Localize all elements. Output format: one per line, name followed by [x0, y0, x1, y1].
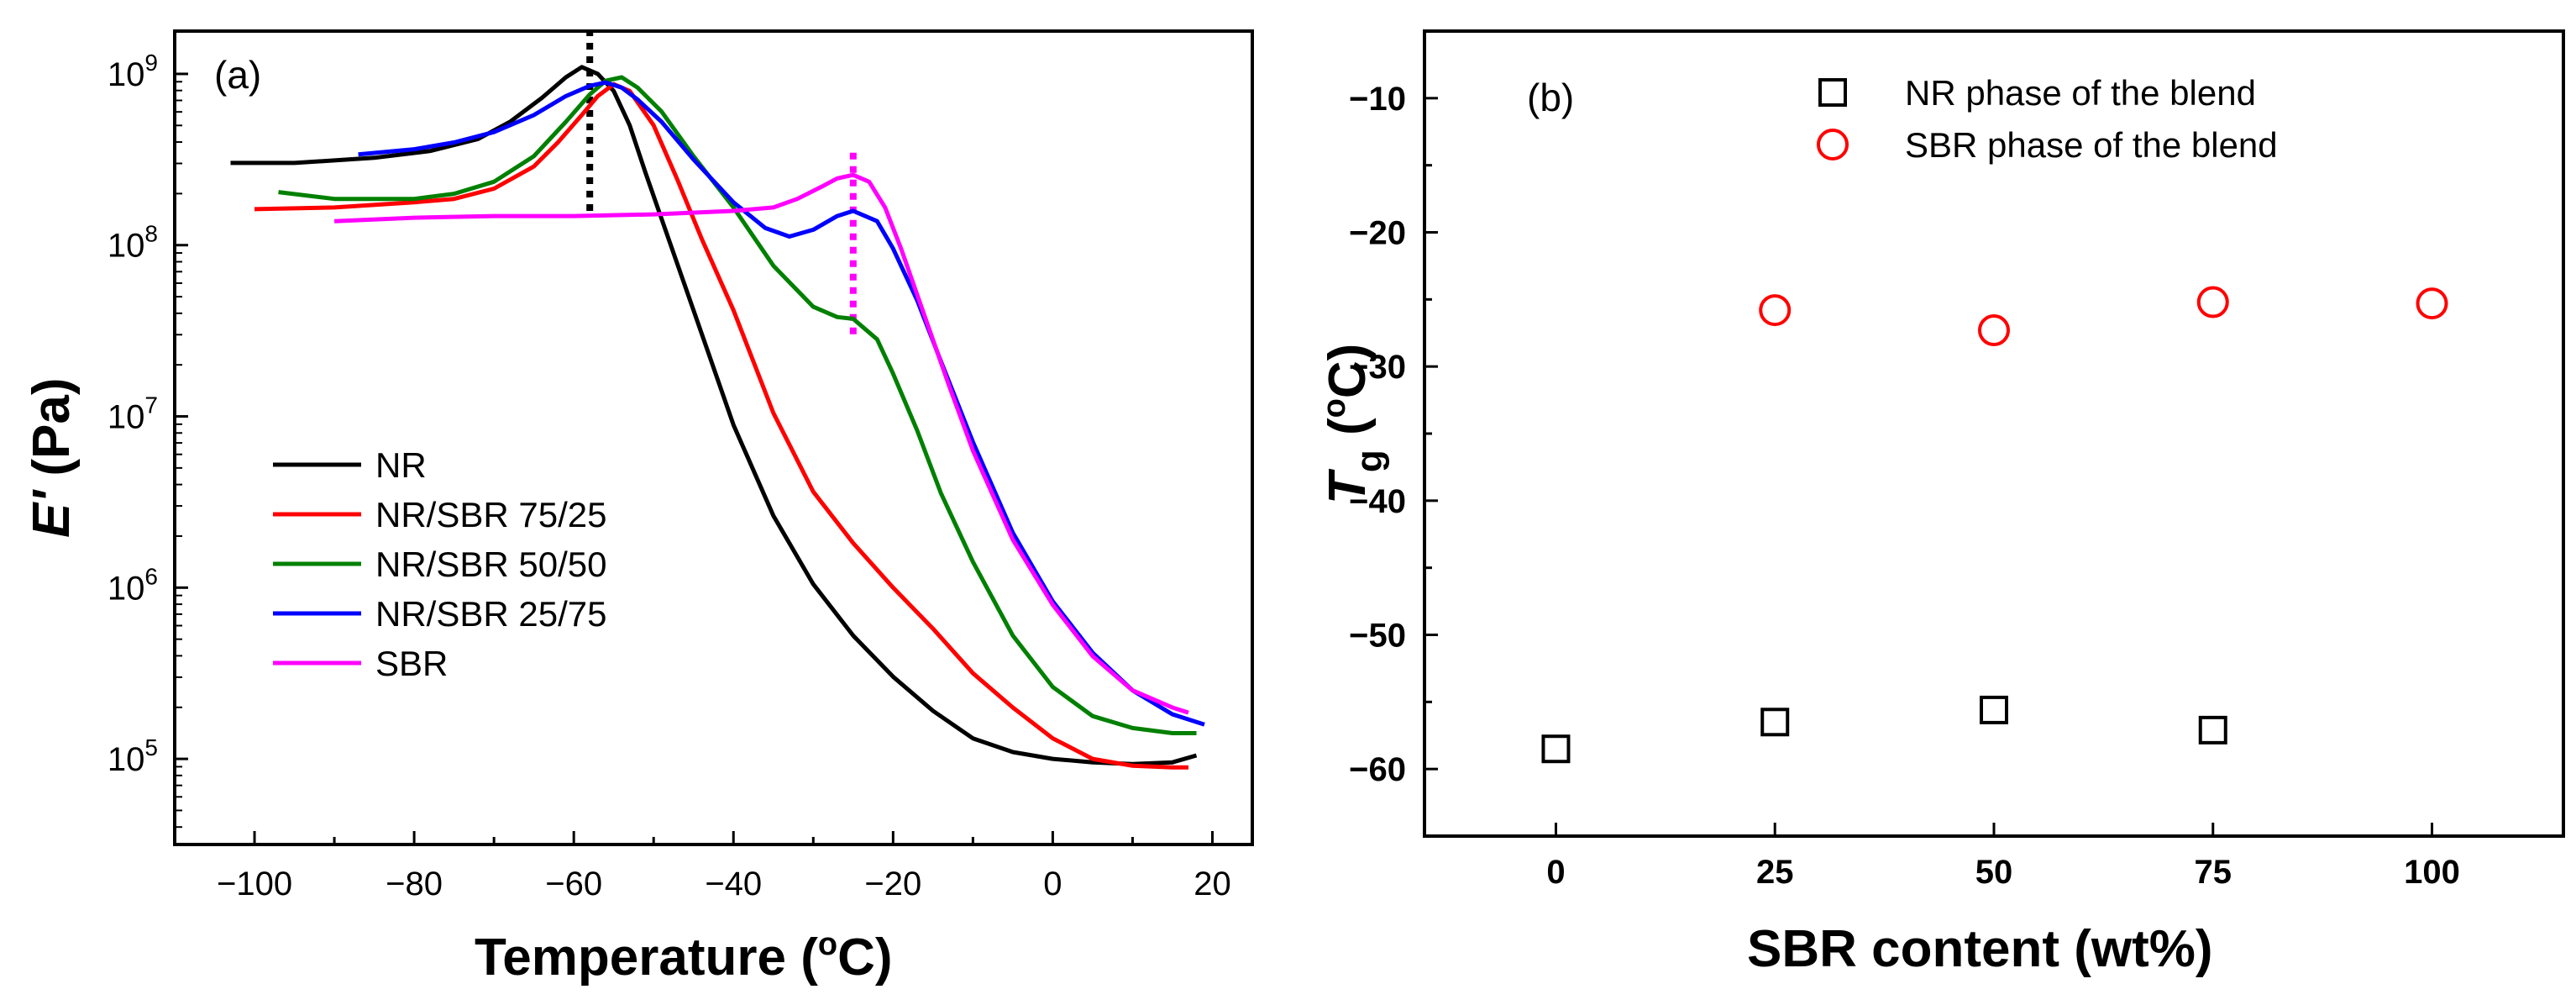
panel-a-reference-lines	[586, 31, 857, 334]
legend-label-nr: NR	[375, 445, 427, 485]
x-tick-label: 20	[1194, 866, 1231, 902]
legend-label-nr-sbr-50-50: NR/SBR 50/50	[375, 545, 606, 584]
data-point-sbr-phase-of-the-blend	[2196, 286, 2229, 318]
data-point-nr-phase-of-the-blend	[1980, 695, 2008, 724]
data-point-nr-phase-of-the-blend	[1760, 708, 1790, 737]
panel-a-series	[230, 65, 1205, 770]
panel-b-y-axis-title: Tg (oC)	[1317, 344, 1390, 504]
y-tick-label: 107	[108, 392, 158, 436]
series-line-nr-sbr-25-75	[358, 80, 1205, 727]
x-tick-label: −80	[386, 866, 443, 902]
y-tick-label: −30	[1349, 349, 1406, 386]
legend-label-nr-phase-of-the-blend: NR phase of the blend	[1905, 73, 2256, 113]
x-tick-label: 75	[2195, 854, 2232, 891]
data-point-sbr-phase-of-the-blend	[1759, 294, 1792, 327]
x-tick-label: 0	[1043, 866, 1062, 902]
y-tick-label: −60	[1349, 751, 1406, 788]
y-tick-label: −40	[1349, 483, 1406, 520]
data-point-sbr-phase-of-the-blend	[2416, 287, 2448, 320]
panel-b-x-axis-title: SBR content (wt%)	[1747, 920, 2213, 978]
legend-label-sbr-phase-of-the-blend: SBR phase of the blend	[1905, 125, 2278, 165]
y-tick-label: 108	[108, 221, 158, 265]
series-line-nr-sbr-75-25	[254, 82, 1188, 770]
x-tick-label: −20	[864, 866, 921, 902]
y-tick-label: −50	[1349, 618, 1406, 655]
x-tick-label: 25	[1756, 854, 1794, 891]
legend-label-nr-sbr-75-25: NR/SBR 75/25	[375, 495, 606, 534]
legend-label-nr-sbr-25-75: NR/SBR 25/75	[375, 594, 606, 634]
legend-label-sbr: SBR	[375, 644, 448, 683]
y-tick-label: 105	[108, 734, 158, 778]
x-tick-label: −60	[545, 866, 602, 902]
panel-b-y-axis: −60 −50 −40 −30 −20 −10	[1349, 29, 1438, 838]
data-point-nr-phase-of-the-blend	[1541, 734, 1571, 764]
x-tick-label: −100	[217, 866, 292, 902]
x-tick-label: 0	[1546, 854, 1565, 891]
y-tick-label: 109	[108, 50, 158, 93]
panel-b-legend: NR phase of the blend SBR phase of the bl…	[1817, 73, 2278, 165]
series-line-sbr	[333, 172, 1189, 715]
panel-b-label: (b)	[1527, 76, 1574, 119]
y-tick-label: −20	[1349, 215, 1406, 252]
panel-b-points	[1541, 286, 2448, 764]
x-tick-label: −40	[705, 866, 762, 902]
panel-a-x-axis-title: Temperature (oC)	[475, 927, 892, 987]
panel-a-y-axis: 105 106 107 108 109	[108, 50, 188, 829]
series-line-nr-sbr-50-50	[278, 75, 1197, 735]
panel-a-frame	[173, 29, 1254, 846]
data-point-sbr-phase-of-the-blend	[1978, 314, 2010, 347]
panel-b-chart: 0 25 50 75 100 −60 −50 −40 −30 −20 −10 (b) SBR co…	[1317, 29, 2565, 978]
panel-a-legend: NR NR/SBR 75/25 NR/SBR 50/50 NR/SBR 25/75 SB…	[273, 445, 606, 683]
y-tick-label: 106	[108, 563, 158, 607]
y-tick-label: −10	[1349, 81, 1406, 118]
panel-a-x-axis: −100 −80 −60 −40 −20 0 20	[173, 831, 1231, 902]
panel-a-y-axis-title: E' (Pa)	[23, 378, 81, 538]
data-point-nr-phase-of-the-blend	[2198, 715, 2227, 745]
legend-marker-nr-phase-of-the-blend	[1818, 78, 1847, 107]
x-tick-label: 100	[2404, 854, 2460, 891]
x-tick-label: 50	[1975, 854, 2013, 891]
panel-b-x-axis: 0 25 50 75 100	[1546, 823, 2460, 891]
panel-a-label: (a)	[214, 53, 261, 97]
legend-marker-sbr-phase-of-the-blend	[1817, 129, 1849, 160]
